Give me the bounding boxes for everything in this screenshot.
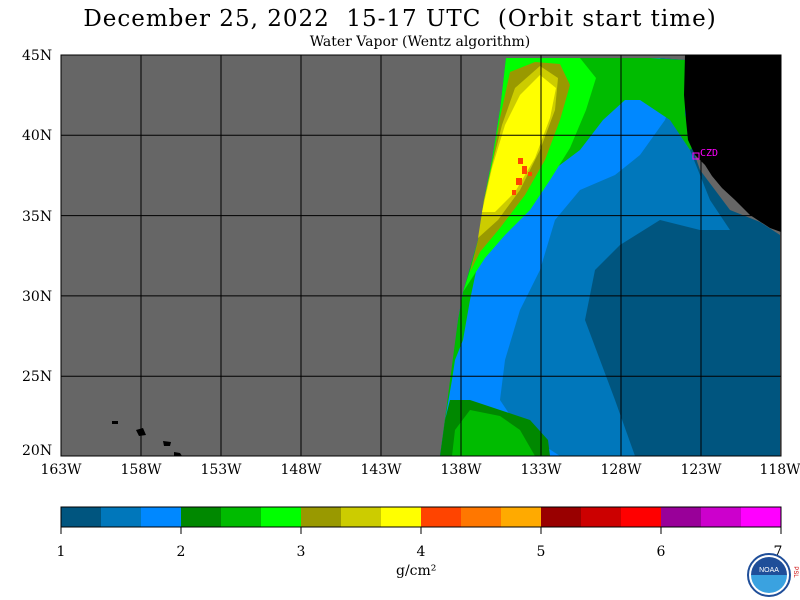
map-border xyxy=(60,54,782,457)
colorbar-cell xyxy=(61,507,102,527)
longitude-label: 148W xyxy=(280,462,322,478)
longitude-label: 158W xyxy=(120,462,162,478)
colorbar-cell xyxy=(101,507,142,527)
noaa-logo-text: NOAA xyxy=(759,567,779,574)
water-vapor-field xyxy=(440,58,780,456)
colorbar-cell xyxy=(541,507,582,527)
latitude-label: 30N xyxy=(22,288,53,305)
colorbar-cell xyxy=(461,507,502,527)
latitude-label: 20N xyxy=(22,443,53,459)
colorbar-cell xyxy=(301,507,342,527)
colorbar-cell xyxy=(421,507,462,527)
longitude-label: 133W xyxy=(520,462,562,478)
colorbar-tick-label: 2 xyxy=(176,544,186,560)
colorbar-cell xyxy=(661,507,702,527)
colorbar-cell xyxy=(581,507,622,527)
longitude-label: 128W xyxy=(600,462,642,478)
longitude-label: 153W xyxy=(200,462,242,478)
colorbar-tick-label: 6 xyxy=(656,544,666,560)
colorbar-cell xyxy=(741,507,782,527)
colorbar-cell xyxy=(341,507,382,527)
colorbar-cell xyxy=(501,507,542,527)
longitude-label: 123W xyxy=(680,462,722,478)
colorbar-tick-label: 4 xyxy=(416,544,426,560)
colorbar-cell xyxy=(621,507,662,527)
station-label: CZD xyxy=(700,148,718,159)
colorbar-tick-label: 3 xyxy=(296,544,306,560)
colorbar-tick-label: 1 xyxy=(56,544,66,560)
longitude-label: 143W xyxy=(360,462,402,478)
colorbar-tick-label: 7 xyxy=(773,544,783,560)
colorbar-cell xyxy=(141,507,182,527)
longitude-label: 138W xyxy=(440,462,482,478)
colorbar-cell xyxy=(221,507,262,527)
colorbar-cell xyxy=(701,507,742,527)
colorbar-cell xyxy=(261,507,302,527)
land-mass xyxy=(684,55,781,232)
longitude-label: 163W xyxy=(40,462,82,478)
colorbar-cell xyxy=(381,507,422,527)
latitude-label: 25N xyxy=(22,369,53,386)
map-subtitle: Water Vapor (Wentz algorithm) xyxy=(309,34,531,50)
psl-text: PSL xyxy=(792,566,798,578)
colorbar-unit: g/cm² xyxy=(396,563,437,579)
map-title: December 25, 2022 15-17 UTC (Orbit start… xyxy=(83,6,717,32)
latitude-label: 40N xyxy=(22,128,53,145)
latitude-label: 35N xyxy=(22,208,53,225)
station-marker: CZD xyxy=(692,148,718,160)
colorbar-tick-label: 5 xyxy=(536,544,546,560)
latitude-label: 45N xyxy=(22,48,53,64)
longitude-label: 118W xyxy=(759,462,800,478)
noaa-logo: NOAA PSL xyxy=(747,553,798,597)
colorbar-cell xyxy=(181,507,222,527)
